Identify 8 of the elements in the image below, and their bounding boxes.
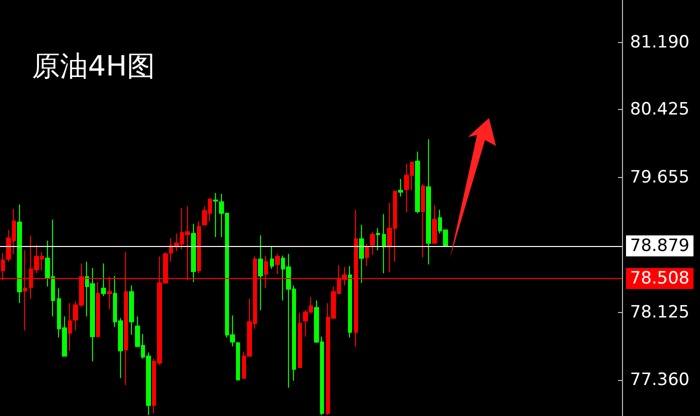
y-tick-label: 79.655	[630, 168, 690, 188]
annotation: 原油4H图	[32, 50, 155, 82]
y-tick-label: 78.125	[630, 302, 690, 322]
ref-line-label: 78.879	[630, 236, 690, 256]
ref-line-label: 78.508	[630, 268, 690, 289]
y-tick-label: 80.425	[630, 100, 690, 120]
y-tick-label: 81.190	[630, 32, 690, 52]
y-tick-label: 77.360	[630, 370, 690, 390]
